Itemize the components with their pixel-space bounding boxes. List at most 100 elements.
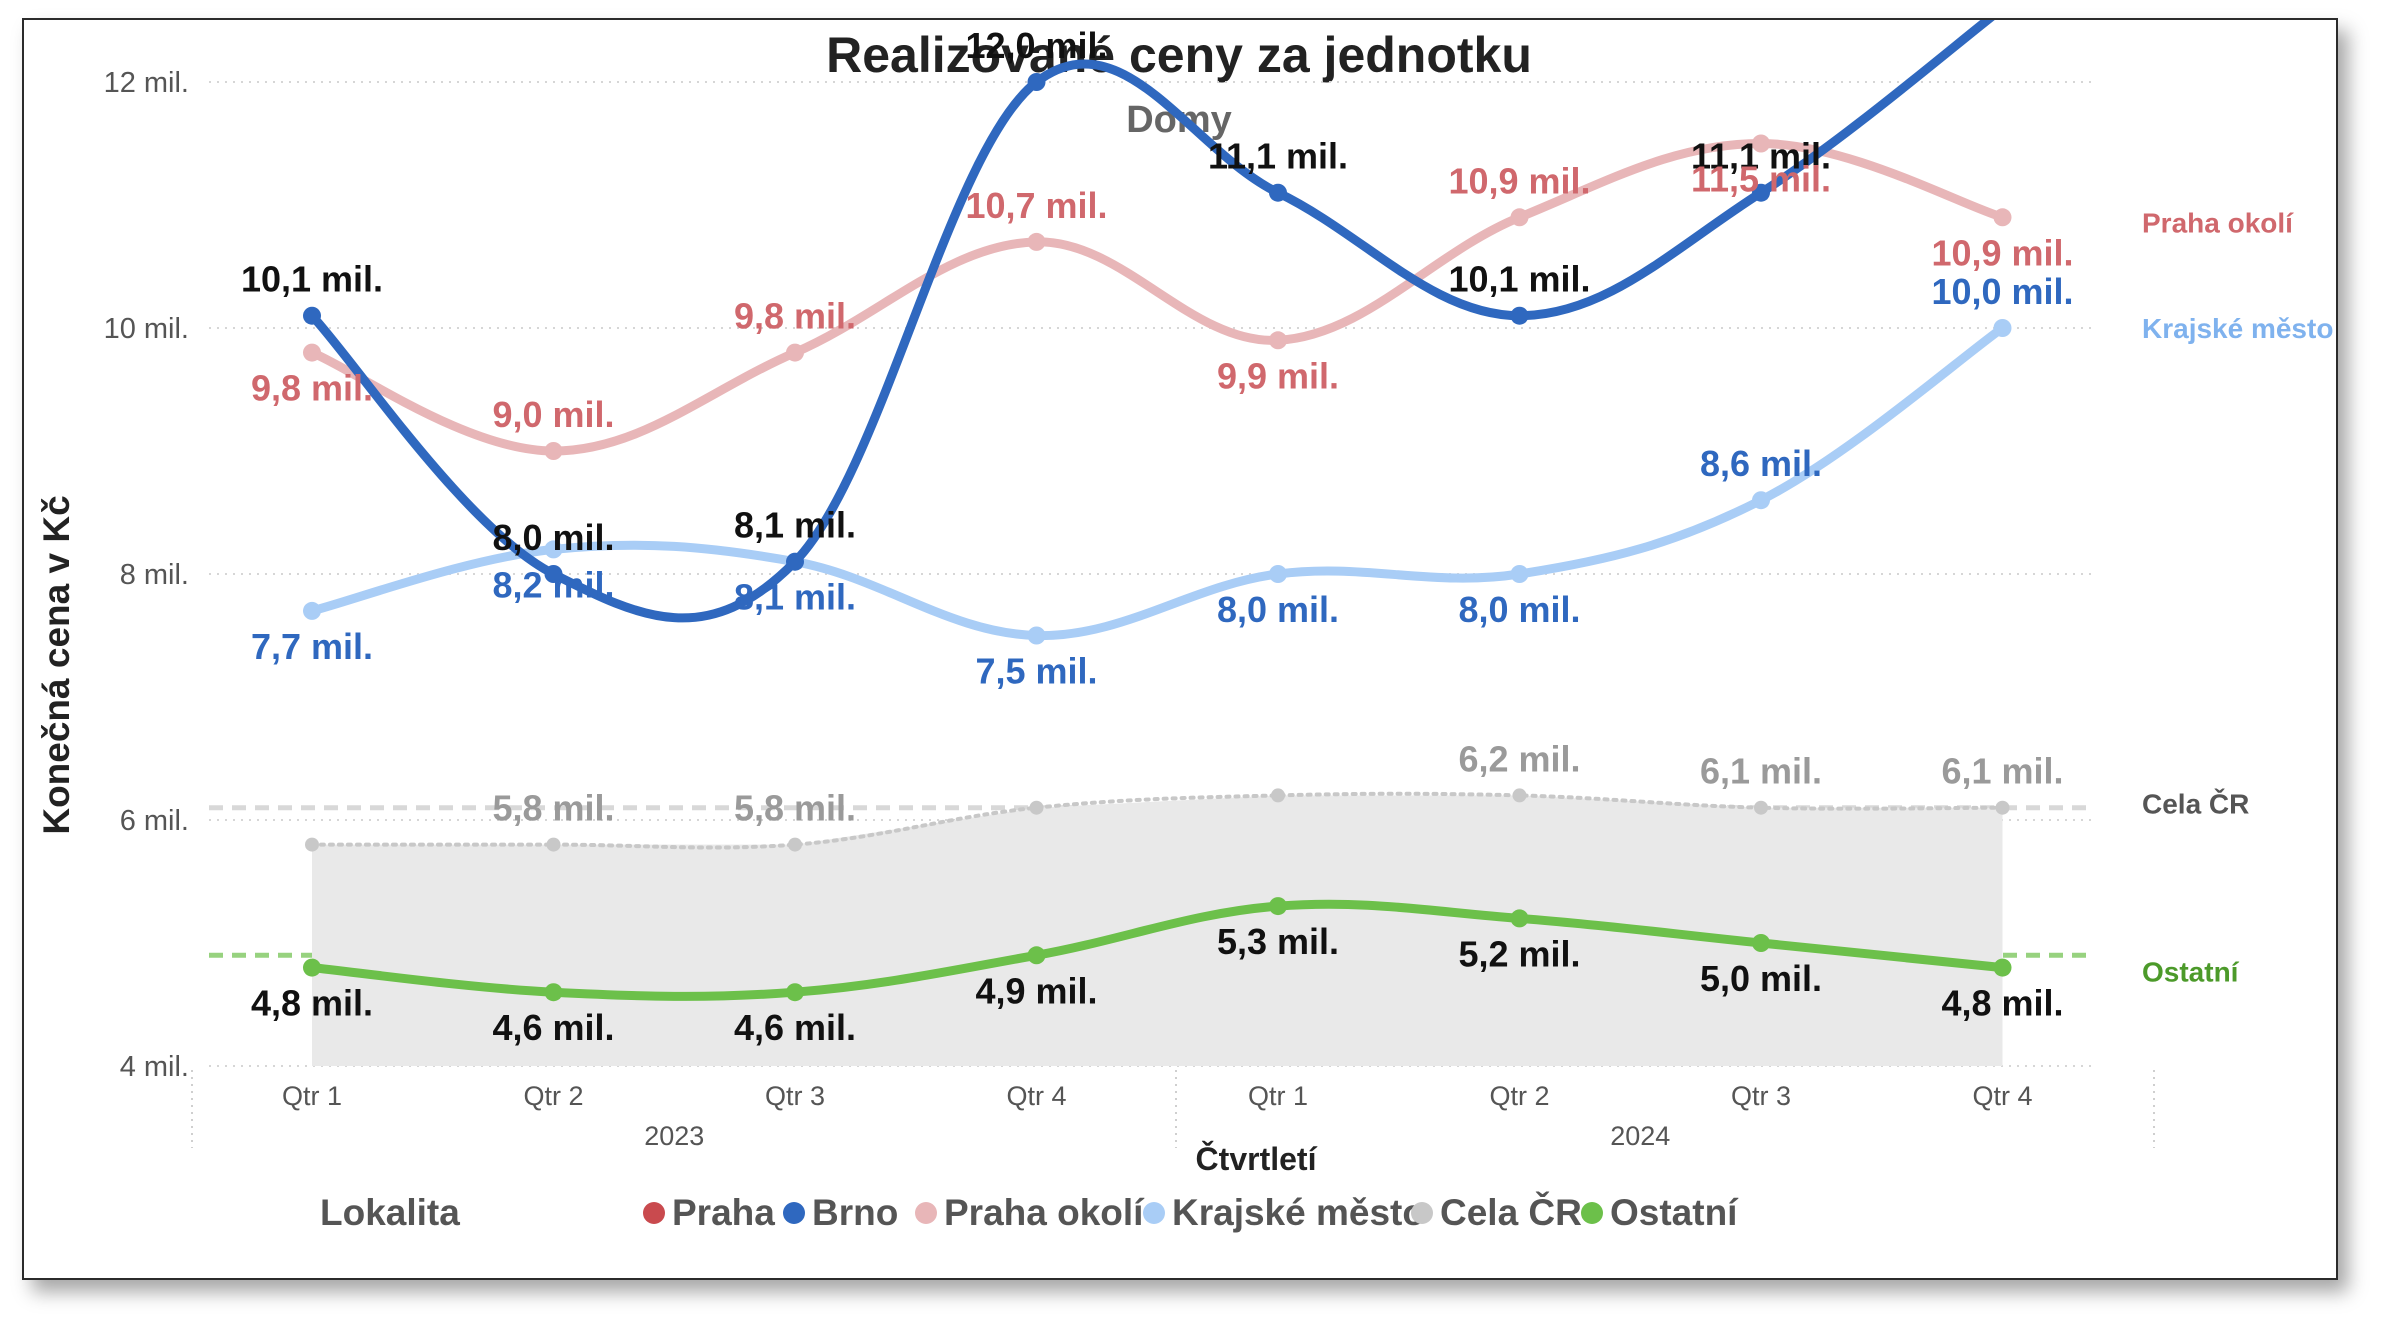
y-axis-title: Konečná cena v Kč bbox=[36, 495, 77, 834]
axes: 4 mil.6 mil.8 mil.10 mil.12 mil.14 mil.1… bbox=[104, 67, 2155, 1151]
x-tick-label: Qtr 1 bbox=[1248, 1081, 1308, 1111]
data-label: 11,1 mil. bbox=[1208, 136, 1348, 177]
data-point bbox=[1027, 73, 1046, 91]
data-point bbox=[1269, 897, 1287, 916]
data-point bbox=[305, 837, 319, 852]
data-label: 10,1 mil. bbox=[241, 259, 383, 300]
data-label: 8,2 mil. bbox=[492, 564, 614, 605]
data-label: 7,7 mil. bbox=[251, 626, 373, 667]
y-tick-label: 8 mil. bbox=[120, 559, 189, 591]
data-label: 8,0 mil. bbox=[1458, 589, 1580, 630]
series-lines bbox=[303, 20, 2012, 1002]
data-point bbox=[1752, 183, 1770, 202]
data-point bbox=[1271, 788, 1285, 803]
data-point bbox=[786, 983, 804, 1002]
legend-item-label: Praha okolí bbox=[944, 1192, 1145, 1233]
data-point bbox=[1993, 319, 2012, 337]
x-tick-label: Qtr 3 bbox=[1731, 1081, 1791, 1111]
x-tick-label: Qtr 4 bbox=[1006, 1081, 1066, 1111]
data-point bbox=[1752, 491, 1770, 510]
data-label: 7,5 mil. bbox=[975, 651, 1097, 692]
data-label: 6,1 mil. bbox=[1941, 751, 2063, 792]
y-tick-label: 6 mil. bbox=[120, 805, 189, 837]
series-line bbox=[307, 139, 2007, 456]
data-point bbox=[1752, 134, 1770, 153]
series-end-label: Brno bbox=[2142, 20, 2207, 24]
data-label: 8,1 mil. bbox=[734, 505, 856, 546]
data-point bbox=[546, 837, 561, 852]
data-point bbox=[1512, 788, 1527, 803]
data-label: 4,6 mil. bbox=[492, 1007, 614, 1048]
data-point bbox=[1510, 208, 1529, 227]
data-label: 12,0 mil. bbox=[965, 25, 1107, 66]
x-axis-title: Čtvrtletí bbox=[1196, 1141, 1318, 1177]
data-label: 10,0 mil. bbox=[1931, 271, 2073, 312]
data-label: 10,9 mil. bbox=[1931, 232, 2073, 273]
chart-card: Realizované ceny za jednotku Domy 15,9 m… bbox=[22, 18, 2338, 1280]
legend-item-label: Ostatní bbox=[1610, 1192, 1739, 1233]
data-point bbox=[1269, 565, 1287, 583]
data-label: 4,9 mil. bbox=[975, 970, 1097, 1011]
y-tick-label: 10 mil. bbox=[104, 313, 189, 345]
data-label: 8,1 mil. bbox=[734, 577, 856, 618]
legend-marker bbox=[915, 1202, 937, 1224]
x-tick-label: Qtr 2 bbox=[1489, 1081, 1549, 1111]
series-end-label: Cela ČR bbox=[2142, 788, 2249, 820]
data-point bbox=[788, 837, 802, 852]
legend-item-label: Cela ČR bbox=[1440, 1191, 1582, 1233]
x-tick-label: Qtr 1 bbox=[282, 1081, 342, 1111]
series-line bbox=[310, 791, 2005, 850]
legend-item-label: Brno bbox=[812, 1192, 898, 1233]
data-label: 5,8 mil. bbox=[734, 788, 856, 829]
x-tick-label: Qtr 2 bbox=[523, 1081, 583, 1111]
data-point bbox=[1752, 934, 1770, 952]
data-labels: 15,9 mil.17,1 mil.16,4 mil.16,3 mil.16,2… bbox=[241, 20, 2333, 1048]
data-point bbox=[303, 601, 321, 620]
data-point bbox=[303, 343, 321, 362]
legend-item-label: Krajské město bbox=[1172, 1192, 1425, 1233]
legend-marker bbox=[1143, 1202, 1165, 1224]
data-label: 9,8 mil. bbox=[734, 296, 856, 337]
data-label: 9,0 mil. bbox=[492, 394, 614, 435]
data-label: 9,9 mil. bbox=[1217, 355, 1339, 396]
data-point bbox=[544, 442, 563, 460]
data-point bbox=[1027, 232, 1046, 251]
legend-item-label: Praha bbox=[672, 1192, 775, 1233]
data-point bbox=[1269, 183, 1287, 202]
data-label: 4,6 mil. bbox=[734, 1007, 856, 1048]
data-label: 5,2 mil. bbox=[1458, 933, 1580, 974]
y-tick-label: 12 mil. bbox=[104, 67, 189, 99]
data-point bbox=[1269, 331, 1287, 350]
data-label: 8,0 mil. bbox=[492, 517, 614, 558]
data-label: 5,8 mil. bbox=[492, 788, 614, 829]
data-point bbox=[1027, 946, 1046, 965]
data-label: 5,0 mil. bbox=[1700, 958, 1822, 999]
data-label: 6,2 mil. bbox=[1458, 738, 1580, 779]
data-point bbox=[1754, 800, 1768, 815]
chart-title: Realizované ceny za jednotku bbox=[826, 27, 1532, 83]
series-line bbox=[307, 323, 2007, 641]
series-end-label: Krajské městο bbox=[2142, 313, 2333, 344]
data-label: 4,8 mil. bbox=[251, 983, 373, 1024]
data-point bbox=[544, 540, 563, 559]
data-label: 8,0 mil. bbox=[1217, 589, 1339, 630]
data-point bbox=[1510, 565, 1529, 583]
legend: Lokalita Praha Brno Praha okolí Krajské měs… bbox=[320, 1191, 1739, 1233]
data-label: 10,9 mil. bbox=[1448, 160, 1590, 201]
data-point bbox=[786, 552, 804, 571]
legend-marker bbox=[1581, 1202, 1603, 1224]
data-point bbox=[303, 958, 321, 977]
legend-marker bbox=[1411, 1202, 1433, 1224]
series-end-label: Ostatní bbox=[2142, 957, 2240, 988]
legend-title: Lokalita bbox=[320, 1192, 460, 1233]
data-point bbox=[544, 983, 563, 1002]
data-label: 8,6 mil. bbox=[1700, 443, 1822, 484]
x-group-label: 2023 bbox=[644, 1121, 704, 1151]
data-label: 5,3 mil. bbox=[1217, 921, 1339, 962]
series-end-label: Praha okolí bbox=[2142, 207, 2294, 238]
data-label: 4,8 mil. bbox=[1941, 983, 2063, 1024]
legend-marker bbox=[643, 1202, 665, 1224]
data-point bbox=[1027, 626, 1046, 645]
data-label: 11,1 mil. bbox=[1691, 136, 1831, 177]
data-label: 11,5 mil. bbox=[1691, 159, 1831, 200]
